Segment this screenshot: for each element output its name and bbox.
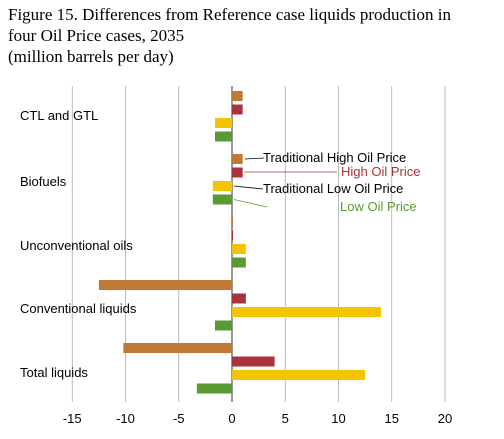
bar-2-0 bbox=[232, 217, 234, 227]
category-labels: CTL and GTL Biofuels Unconventional oils Co… bbox=[20, 108, 137, 380]
tick-label-0: -15 bbox=[63, 411, 82, 426]
tick-label-6: 15 bbox=[385, 411, 399, 426]
bar-4-1 bbox=[232, 356, 275, 367]
tick-label-3: 0 bbox=[228, 411, 235, 426]
legend-label-2: Traditional Low Oil Price bbox=[263, 181, 403, 196]
bar-3-0 bbox=[98, 280, 232, 290]
bar-2-3 bbox=[232, 257, 246, 268]
title-line-1: Figure 15. Differences from Reference ca… bbox=[8, 5, 451, 24]
bar-1-0 bbox=[232, 154, 243, 164]
bar-2-2 bbox=[232, 244, 246, 254]
title-line-2: four Oil Price cases, 2035 bbox=[8, 26, 185, 45]
bar-2-1 bbox=[232, 230, 234, 241]
tick-label-7: 20 bbox=[438, 411, 452, 426]
title-line-3: (million barrels per day) bbox=[8, 47, 174, 66]
bar-0-1 bbox=[232, 104, 243, 115]
bar-1-2 bbox=[212, 181, 232, 191]
legend-leader-2 bbox=[233, 185, 264, 190]
bar-3-1 bbox=[232, 293, 246, 304]
category-label-4: Total liquids bbox=[20, 365, 88, 380]
category-label-3: Conventional liquids bbox=[20, 301, 137, 316]
legend-leader-3 bbox=[233, 199, 268, 208]
tick-label-2: -5 bbox=[173, 411, 185, 426]
bar-3-2 bbox=[232, 307, 382, 317]
legend-leader-0 bbox=[244, 157, 265, 160]
tick-label-4: 5 bbox=[282, 411, 289, 426]
category-label-0: CTL and GTL bbox=[20, 108, 98, 123]
category-label-1: Biofuels bbox=[20, 174, 67, 189]
bar-4-2 bbox=[232, 370, 366, 380]
figure-title: Figure 15. Differences from Reference ca… bbox=[8, 4, 451, 67]
bars bbox=[98, 91, 382, 394]
bar-4-0 bbox=[123, 343, 232, 353]
tick-label-5: 10 bbox=[331, 411, 345, 426]
bar-3-3 bbox=[214, 320, 232, 331]
tick-label-1: -10 bbox=[116, 411, 135, 426]
bar-1-1 bbox=[232, 167, 243, 178]
legend-label-0: Traditional High Oil Price bbox=[263, 150, 406, 165]
bar-4-3 bbox=[196, 383, 232, 394]
bar-0-2 bbox=[214, 118, 232, 128]
legend-label-1: High Oil Price bbox=[341, 164, 420, 179]
bar-0-0 bbox=[232, 91, 243, 101]
x-axis-ticks: -15 -10 -5 0 5 10 15 20 bbox=[63, 411, 452, 426]
bar-0-3 bbox=[214, 131, 232, 142]
legend-label-3: Low Oil Price bbox=[340, 199, 417, 214]
bar-1-3 bbox=[212, 194, 232, 205]
category-label-2: Unconventional oils bbox=[20, 238, 133, 253]
